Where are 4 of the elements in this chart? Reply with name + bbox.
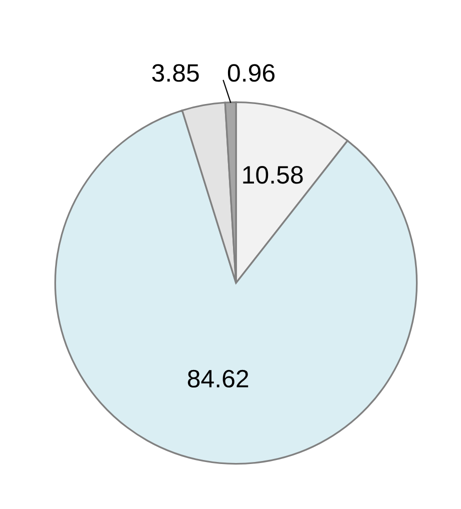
data-label: 0.96: [228, 64, 275, 82]
data-label: 3.85: [152, 64, 199, 82]
data-label: 84.62: [188, 370, 248, 388]
data-label: 10.58: [243, 166, 303, 184]
